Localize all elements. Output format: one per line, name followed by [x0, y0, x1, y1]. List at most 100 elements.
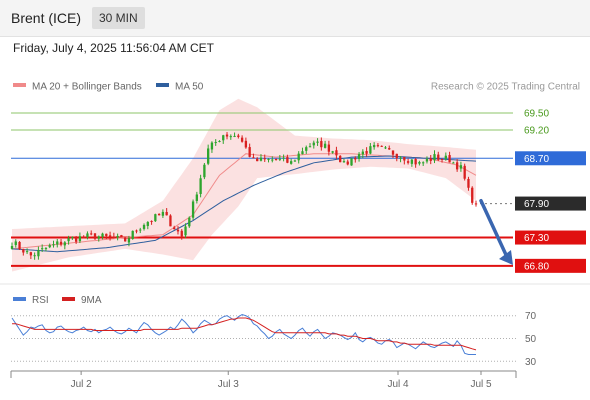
- candle-body: [44, 248, 48, 250]
- candle-body: [305, 147, 308, 151]
- candle-body: [199, 178, 202, 194]
- rsi-legend: RSI 9MA: [13, 295, 102, 306]
- candle-body: [259, 157, 263, 161]
- candle-body: [180, 230, 183, 237]
- candle-body: [173, 227, 176, 230]
- candle-body: [116, 235, 119, 238]
- candle-body: [403, 157, 406, 161]
- candle-body: [120, 235, 123, 237]
- candle-body: [361, 151, 364, 155]
- candle-body: [467, 178, 470, 188]
- rsi-tick-70: 70: [525, 311, 537, 322]
- level-label-69-20: 69.20: [524, 125, 549, 136]
- legend-label-rsi: RSI: [32, 295, 49, 306]
- candle-body: [339, 155, 342, 163]
- candle-body: [244, 140, 248, 148]
- candle-body: [41, 248, 44, 250]
- time-tick-label: Jul 5: [470, 379, 492, 390]
- time-tick-label: Jul 4: [387, 379, 409, 390]
- candle-body: [93, 233, 97, 239]
- candle-body: [146, 222, 149, 226]
- candle-body: [25, 251, 29, 253]
- candle-body: [346, 161, 349, 165]
- candle-body: [289, 161, 293, 164]
- candle-body: [67, 238, 70, 242]
- candle-body: [308, 146, 312, 148]
- candle-body: [327, 144, 331, 152]
- level-label-67-30: 67.30: [524, 233, 549, 244]
- candle-body: [188, 217, 191, 227]
- candle-body: [256, 158, 259, 162]
- price-legend: MA 20 + Bollinger Bands MA 50: [13, 82, 204, 93]
- candle-body: [225, 134, 229, 137]
- candle-body: [56, 241, 59, 245]
- candle-body: [63, 242, 66, 246]
- candle-body: [380, 145, 383, 147]
- candle-body: [455, 162, 459, 170]
- candle-body: [97, 236, 100, 239]
- candle-body: [218, 140, 221, 142]
- candle-body: [384, 147, 387, 149]
- candle-body: [365, 150, 368, 154]
- candle-body: [463, 165, 466, 179]
- candle-body: [422, 162, 425, 164]
- candle-body: [154, 214, 157, 222]
- rsi-panel: 70 50 30: [11, 311, 537, 368]
- candle-body: [444, 155, 447, 159]
- candle-body: [161, 211, 165, 216]
- candle-body: [418, 162, 421, 164]
- candle-body: [350, 158, 353, 166]
- candle-body: [437, 154, 440, 160]
- candle-body: [150, 220, 153, 222]
- legend-swatch-ma50: [156, 83, 169, 87]
- candle-body: [414, 159, 417, 165]
- candle-body: [101, 233, 104, 237]
- candle-body: [297, 153, 300, 161]
- candle-body: [203, 164, 206, 178]
- candle-body: [354, 158, 357, 160]
- research-credit: Research © 2025 Trading Central: [431, 82, 580, 93]
- candle-body: [474, 203, 478, 205]
- candle-body: [278, 158, 281, 160]
- candle-body: [459, 165, 463, 169]
- time-tick-label: Jul 2: [71, 379, 93, 390]
- candle-body: [59, 241, 63, 245]
- candle-body: [425, 159, 429, 162]
- candle-body: [142, 224, 146, 229]
- candle-body: [388, 148, 391, 150]
- candle-body: [376, 145, 380, 147]
- timeframe-badge[interactable]: 30 MIN: [92, 7, 145, 29]
- price-panel: 69.50 69.20 68.70 67.90 67.30 66.80: [10, 98, 586, 273]
- legend-label-9ma: 9MA: [81, 295, 102, 306]
- candle-body: [271, 159, 274, 161]
- legend-swatch-9ma: [62, 297, 75, 301]
- candle-body: [399, 157, 402, 159]
- candle-body: [29, 252, 33, 256]
- candle-body: [440, 158, 444, 160]
- candle-body: [252, 157, 255, 159]
- candle-body: [433, 154, 436, 161]
- candle-body: [316, 141, 319, 143]
- level-label-67-90: 67.90: [524, 199, 549, 210]
- candle-body: [248, 147, 251, 157]
- projection-arrow-shaft: [479, 198, 509, 259]
- candle-body: [323, 143, 327, 148]
- candle-body: [222, 135, 225, 141]
- candle-body: [176, 229, 180, 232]
- candle-body: [229, 136, 232, 138]
- projection-arrow-head: [499, 250, 513, 266]
- candle-body: [127, 238, 131, 243]
- candle-body: [471, 187, 474, 203]
- instrument-title: Brent (ICE): [11, 10, 82, 26]
- candle-body: [282, 157, 285, 159]
- time-tick-label: Jul 3: [218, 379, 240, 390]
- candle-body: [86, 233, 89, 238]
- candle-body: [429, 158, 432, 161]
- legend-label-ma20: MA 20 + Bollinger Bands: [32, 82, 142, 93]
- candle-body: [135, 230, 138, 232]
- candle-body: [131, 230, 134, 239]
- candle-body: [10, 246, 14, 249]
- candle-body: [112, 236, 116, 239]
- candle-body: [410, 159, 414, 164]
- candle-body: [184, 226, 187, 236]
